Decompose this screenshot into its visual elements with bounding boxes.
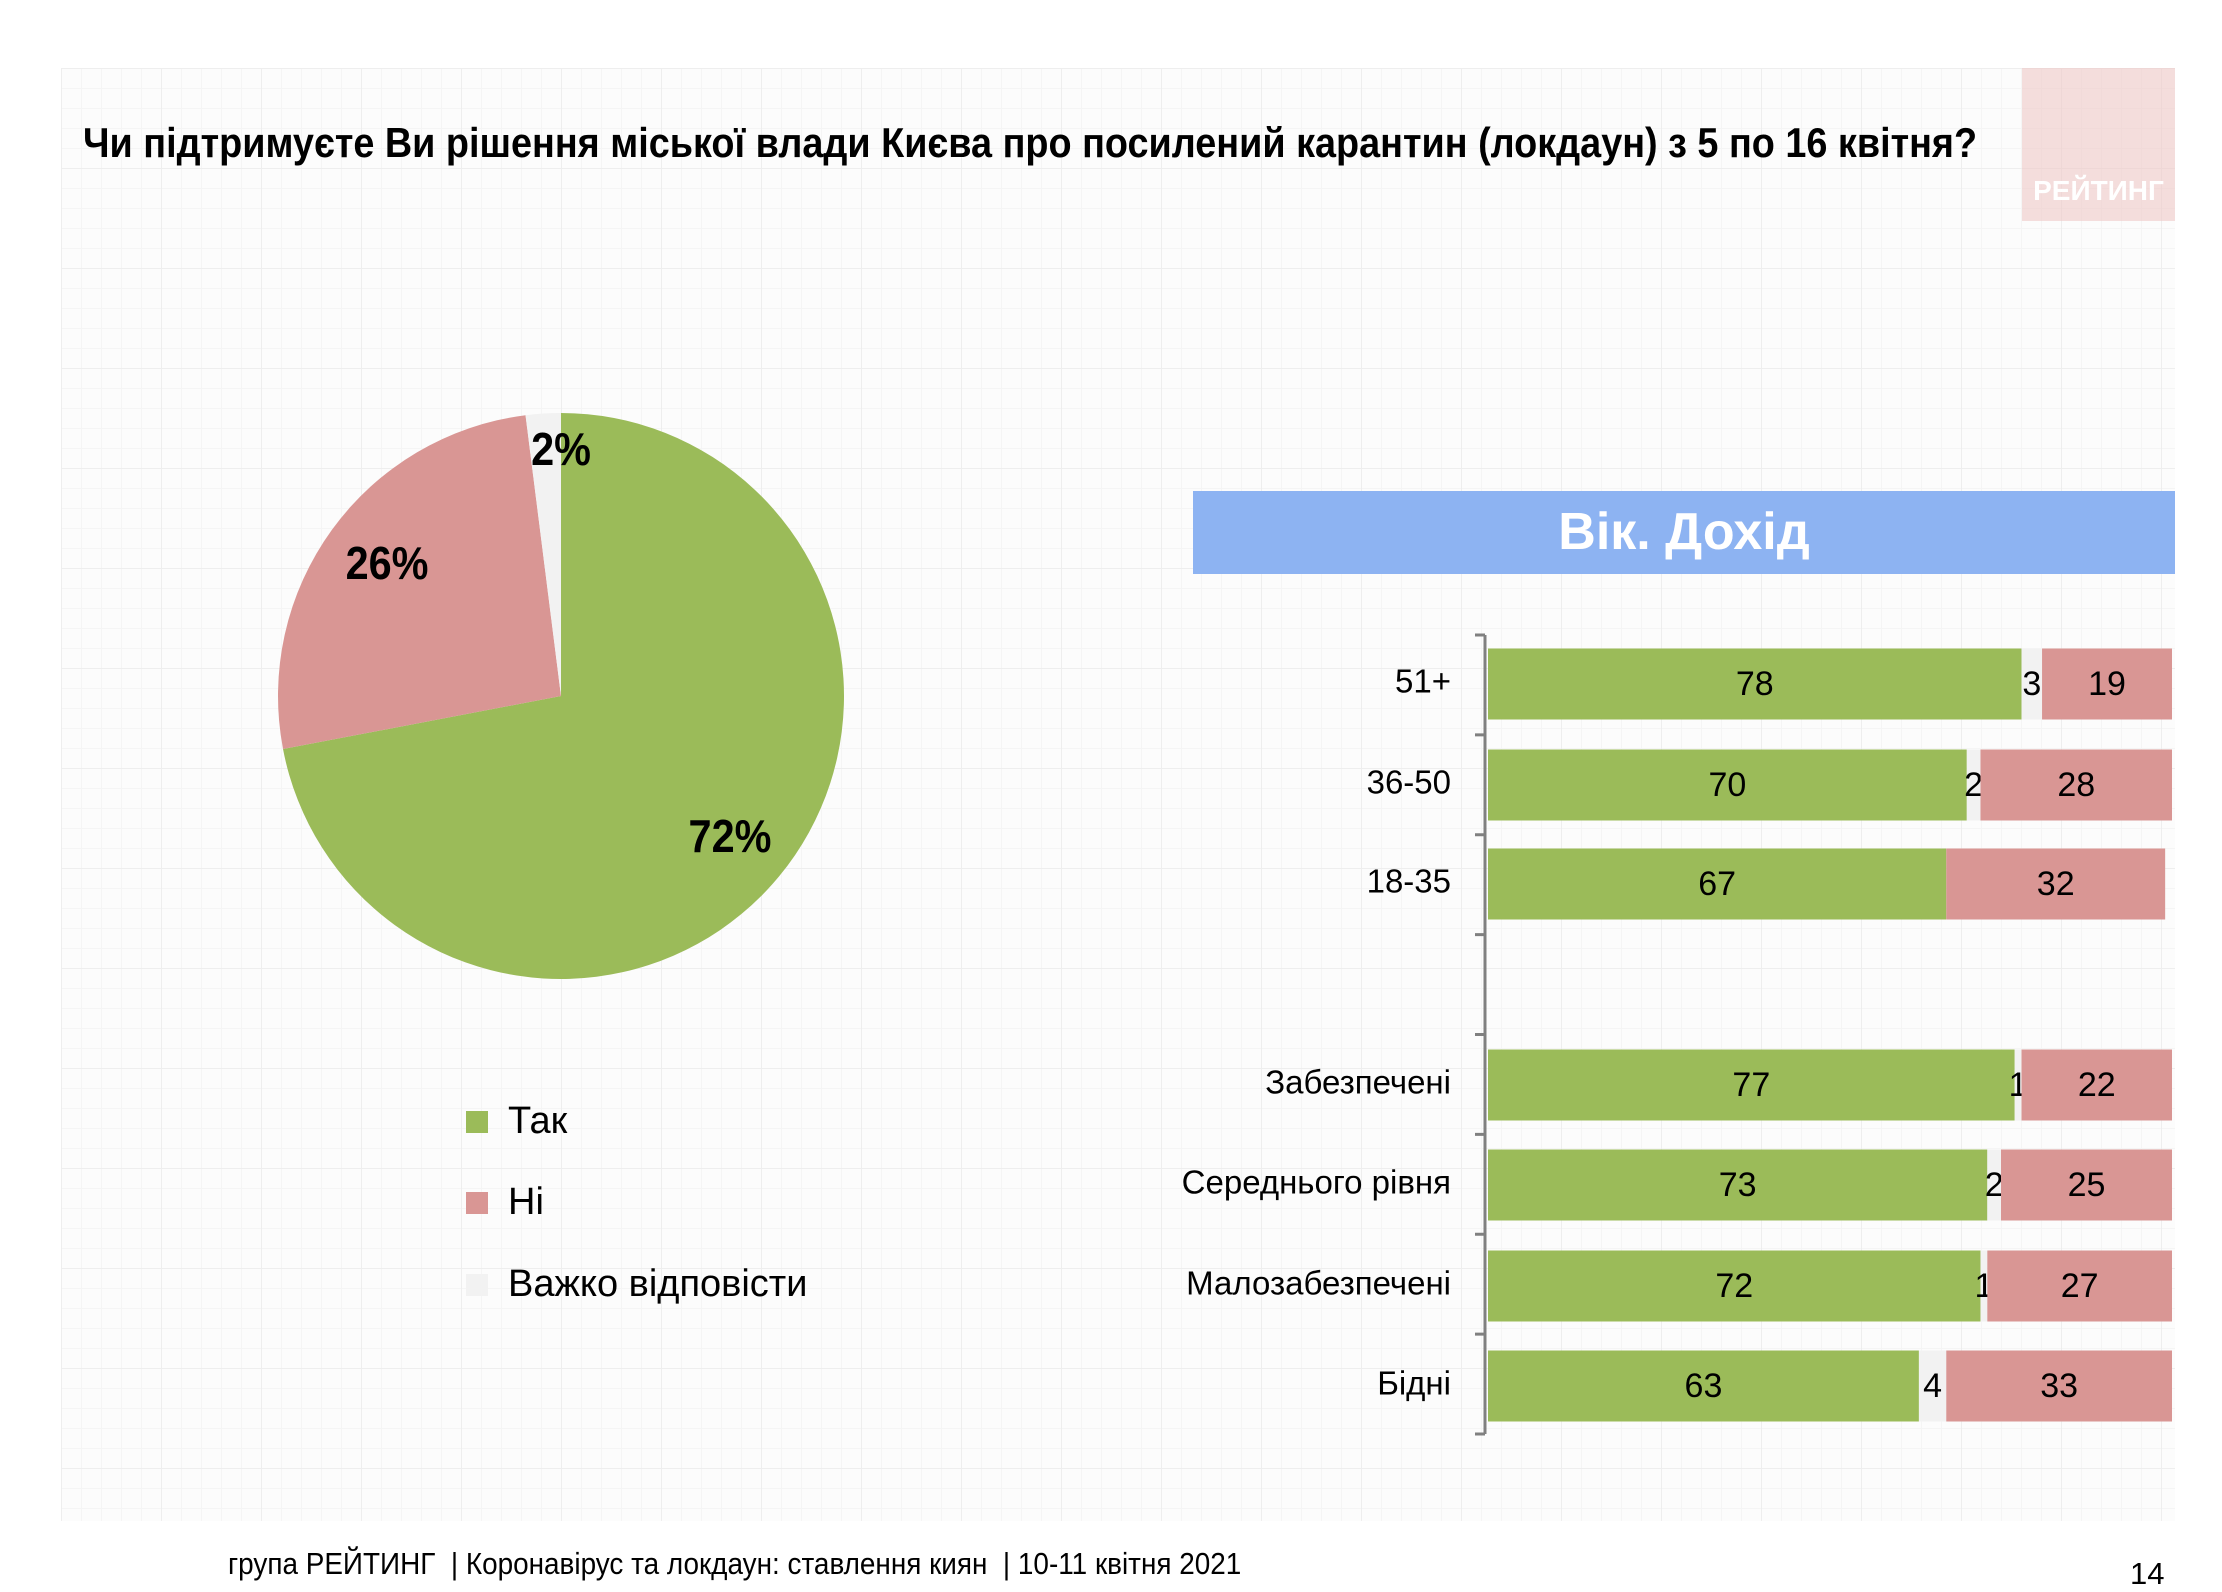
legend-swatch-yes: [466, 1110, 488, 1133]
bar-yes: [1488, 1250, 1981, 1322]
legend-item-no: Ні: [466, 1181, 544, 1224]
bar-data-label: 25: [2068, 1166, 2106, 1204]
logo-text: РЕЙТИНГ: [2033, 175, 2164, 206]
legend-label: Важко відповісти: [508, 1263, 808, 1305]
legend-swatch-hard: [466, 1273, 488, 1296]
pie-data-label: 72%: [689, 811, 772, 863]
bar-no: [1980, 749, 2172, 821]
bar-data-label: 27: [2061, 1267, 2099, 1305]
bar-data-label: 77: [1732, 1066, 1770, 1104]
category-label: Середнього рівня: [1182, 1164, 1451, 1201]
bar-no: [1946, 848, 2166, 920]
bar-data-label: 28: [2057, 766, 2095, 804]
bar-no: [1987, 1250, 2172, 1322]
bar-data-label: 33: [2040, 1367, 2078, 1405]
bar-hard: [1987, 1149, 2001, 1221]
bar-data-label: 78: [1736, 665, 1774, 703]
bar-yes: [1488, 749, 1967, 821]
bar-hard: [2014, 1049, 2022, 1121]
page-number: 14: [2130, 1556, 2165, 1591]
pie-data-label: 26%: [346, 538, 429, 590]
bar-hard: [2021, 648, 2043, 720]
legend-item-yes: Так: [466, 1100, 567, 1143]
bar-no: [1946, 1350, 2172, 1422]
bar-data-label: 4: [1923, 1367, 1942, 1405]
bar-data-label: 72: [1715, 1267, 1753, 1305]
category-label: Малозабезпечені: [1186, 1265, 1451, 1302]
pie-slice-hard: [525, 413, 561, 696]
bar-data-label: 63: [1685, 1367, 1723, 1405]
bar-chart-title-banner: Вік. Дохід: [1193, 491, 2175, 574]
bar-yes: [1488, 648, 2022, 720]
bar-hard: [1918, 1350, 1947, 1422]
pie-slice-no: [277, 415, 561, 750]
page-title: Чи підтримуєте Ви рішення міської влади …: [83, 119, 1978, 166]
bar-yes: [1488, 1350, 1919, 1422]
bar-data-label: 67: [1698, 865, 1736, 903]
legend-item-hard: Важко відповісти: [466, 1263, 807, 1306]
bar-data-label: 70: [1708, 766, 1746, 804]
bar-no: [2042, 648, 2172, 720]
bar-data-label: 22: [2078, 1066, 2116, 1104]
footer-text: група РЕЙТИНГ | Коронавірус та локдаун: …: [228, 1546, 1242, 1581]
category-label: Забезпечені: [1265, 1064, 1451, 1101]
bar-data-label: 73: [1719, 1166, 1757, 1204]
bar-yes: [1488, 1049, 2015, 1121]
bar-yes: [1488, 1149, 1988, 1221]
bar-no: [2001, 1149, 2172, 1221]
rating-logo: РЕЙТИНГ: [2022, 68, 2175, 221]
bar-hard: [1966, 749, 1981, 821]
legend-label: Ні: [508, 1181, 544, 1223]
legend-label: Так: [508, 1100, 568, 1142]
category-label: 51+: [1395, 663, 1451, 700]
bar-yes: [1488, 848, 1947, 920]
bar-hard: [1980, 1250, 1988, 1322]
pie-data-label: 2%: [531, 424, 591, 476]
bar-data-label: 2: [1964, 766, 1983, 804]
bar-data-label: 19: [2088, 665, 2126, 703]
bar-data-label: 3: [2022, 665, 2041, 703]
category-label: 36-50: [1367, 764, 1451, 801]
category-label: Бідні: [1377, 1365, 1451, 1402]
bar-no: [2021, 1049, 2172, 1121]
category-label: 18-35: [1367, 863, 1451, 900]
pie-slice-yes: [283, 413, 844, 980]
legend-swatch-no: [466, 1191, 488, 1214]
bar-data-label: 32: [2037, 865, 2075, 903]
bar-data-label: 2: [1985, 1166, 2004, 1204]
